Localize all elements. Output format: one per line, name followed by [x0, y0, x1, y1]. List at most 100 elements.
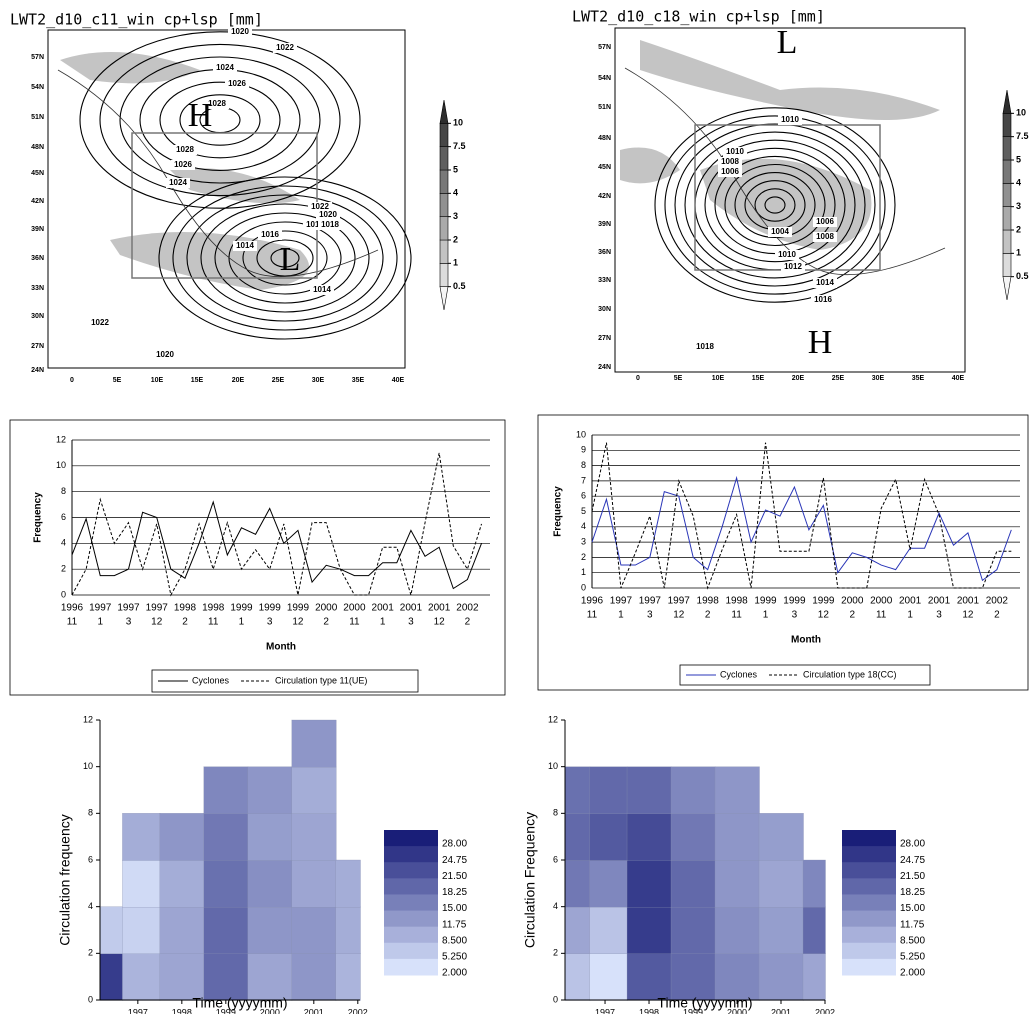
x-tick-month: 12 — [818, 610, 830, 621]
contour-cell — [758, 906, 804, 954]
colorbar-label: 7.5 — [1016, 131, 1029, 141]
contour-cell — [203, 813, 249, 861]
contour-cell — [291, 859, 337, 908]
lon-label: 0 — [636, 375, 640, 382]
isobar-label-bg — [225, 79, 249, 89]
contour-cell — [589, 859, 628, 908]
colorbar-swatch — [384, 910, 438, 928]
colorbar-label: 2 — [1016, 224, 1021, 234]
isobar-label: 1028 — [208, 99, 226, 108]
colorbar-swatch — [842, 926, 896, 944]
y-tick-label: 4 — [553, 901, 558, 911]
isobar — [99, 43, 341, 197]
x-tick-label: 2000 — [260, 1007, 280, 1014]
isobar-label: 1020 — [231, 27, 249, 36]
colorbar-label: 28.00 — [442, 839, 467, 850]
colorbar-label: 24.75 — [900, 855, 925, 866]
x-tick-year: 2002 — [456, 603, 479, 614]
contour-cell — [99, 906, 124, 954]
isobar-label: 1018 — [306, 220, 324, 229]
lon-label: 0 — [70, 377, 74, 384]
contour-cell — [626, 906, 672, 954]
series-line — [591, 442, 1012, 590]
lon-label: 25E — [832, 375, 845, 382]
contour-cell — [626, 813, 672, 861]
contour-cell — [589, 953, 628, 1001]
colorbar-label: 5 — [453, 164, 458, 174]
contour-cell — [122, 859, 161, 908]
legend-box — [151, 669, 419, 693]
y-tick-label: 4 — [61, 538, 66, 548]
y-tick-label: 10 — [56, 460, 66, 470]
colorbar-swatch — [384, 958, 438, 976]
isobar — [734, 172, 816, 238]
isobar — [158, 176, 412, 340]
colorbar-label: 8.500 — [442, 935, 467, 946]
colorbar-label: 24.75 — [442, 855, 467, 866]
colorbar-label: 3 — [1016, 201, 1021, 211]
x-tick-month: 11 — [731, 610, 742, 621]
isobar-label: 1026 — [174, 160, 192, 169]
y-tick-label: 10 — [83, 761, 93, 771]
colorbar-label: 7.5 — [453, 141, 466, 151]
contour-cell — [758, 953, 804, 1001]
y-tick-label: 0 — [581, 582, 586, 592]
y-tick-label: 12 — [56, 434, 66, 444]
x-tick-month: 12 — [673, 610, 685, 621]
isobar-label: 1018 — [696, 342, 714, 351]
contour-cell — [247, 859, 293, 908]
isobar-label-bg — [153, 350, 177, 360]
pressure-symbol: H — [808, 324, 833, 361]
y-tick-label: 6 — [88, 854, 93, 864]
x-axis-title: Month — [791, 635, 821, 646]
y-tick-label: 0 — [61, 589, 66, 599]
contour-cell — [335, 953, 361, 1001]
x-tick-month: 12 — [434, 617, 446, 628]
x-tick-label: 1998 — [639, 1007, 659, 1014]
colorbar-swatch — [1002, 229, 1012, 254]
lat-label: 39N — [598, 221, 611, 228]
legend-label: Cyclones — [192, 675, 230, 685]
x-tick-year: 2001 — [899, 596, 922, 607]
contour-cell — [626, 859, 672, 908]
y-tick-label: 1 — [581, 567, 586, 577]
x-tick-year: 2000 — [315, 603, 338, 614]
map-title: LWT2_d10_c18_win cp+lsp [mm] — [572, 8, 825, 26]
colorbar-label: 11.75 — [900, 919, 925, 930]
isobar-label-bg — [811, 295, 835, 305]
contour-cell — [203, 859, 249, 908]
x-tick-month: 1 — [97, 617, 103, 628]
colorbar-label: 28.00 — [900, 839, 925, 850]
y-tick-label: 2 — [61, 564, 66, 574]
x-tick-month: 3 — [126, 617, 132, 628]
x-tick-year: 1999 — [230, 603, 253, 614]
lat-label: 54N — [598, 75, 611, 82]
x-tick-year: 1997 — [146, 603, 169, 614]
isobar-label-bg — [723, 147, 747, 157]
x-tick-year: 2002 — [986, 596, 1009, 607]
x-tick-label: 2001 — [771, 1007, 791, 1014]
isobar-label-bg — [166, 178, 190, 188]
isobar — [270, 248, 300, 268]
isobar-label-bg — [233, 241, 257, 251]
isobar-label-bg — [813, 217, 837, 227]
colorbar-label: 21.50 — [900, 871, 925, 882]
isobar-label-bg — [718, 167, 742, 177]
colorbar-label: 8.500 — [900, 935, 925, 946]
colorbar-swatch — [439, 263, 449, 287]
pressure-symbol: H — [188, 97, 213, 134]
lon-label: 30E — [312, 377, 325, 384]
x-tick-month: 1 — [239, 617, 245, 628]
x-tick-label: 1999 — [216, 1007, 236, 1014]
lon-label: 5E — [674, 375, 683, 382]
isobar-label: 1024 — [216, 63, 234, 72]
x-tick-month: 11 — [349, 617, 360, 628]
isobar-label-bg — [273, 43, 297, 53]
isobar-label: 1006 — [721, 167, 739, 176]
coastline — [57, 69, 379, 278]
isobar — [159, 81, 281, 159]
colorbar-swatch — [1002, 253, 1012, 277]
contour-cell — [626, 766, 672, 814]
isobar — [179, 94, 261, 146]
isobar-label-bg — [173, 145, 197, 155]
